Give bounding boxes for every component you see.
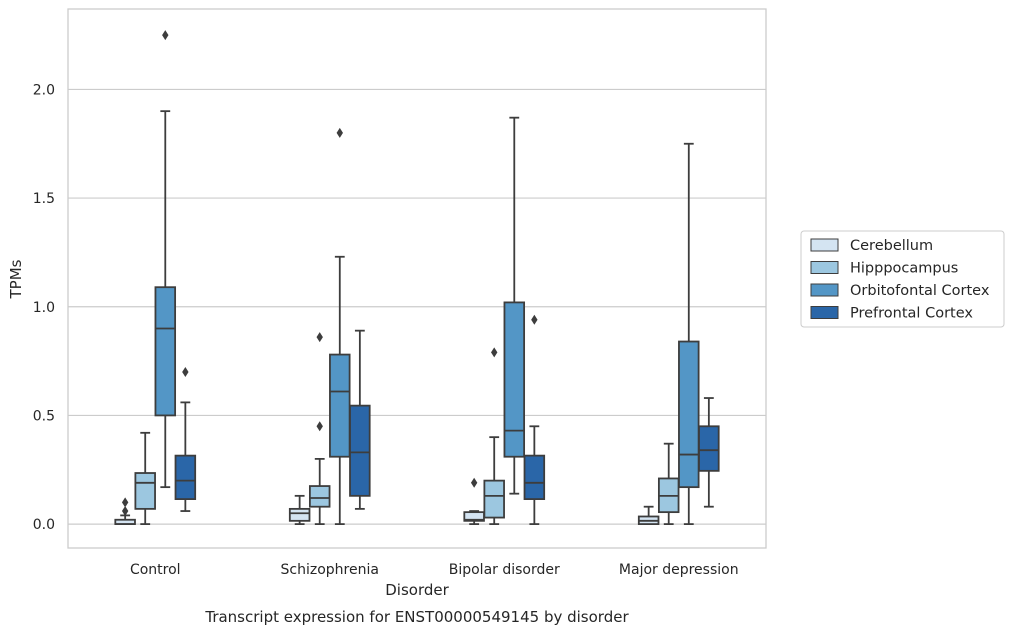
outlier-point (316, 421, 323, 432)
box-orbitofontal-cortex (678, 142, 700, 525)
box-prefrontal-cortex (698, 397, 720, 508)
box-iqr (483, 479, 505, 519)
x-tick-label: Control (130, 562, 181, 578)
legend-frame (800, 230, 1005, 328)
outlier-point (121, 506, 129, 517)
outlier-point (121, 497, 129, 508)
box-iqr (329, 353, 351, 458)
legend-swatch (810, 306, 839, 319)
x-axis-title: Disorder (385, 581, 449, 599)
y-tick-label: 1.0 (33, 300, 55, 316)
x-tick-label: Schizophrenia (281, 562, 379, 578)
box-iqr (174, 454, 197, 500)
outlier-point (162, 30, 169, 41)
outlier-point (531, 314, 538, 325)
boxes (114, 30, 720, 525)
outlier-point (491, 347, 498, 358)
x-tick-label: Major depression (619, 562, 739, 578)
y-tick-label: 1.5 (33, 191, 55, 207)
box-iqr (154, 286, 177, 417)
legend-label: Orbitofontal Cortex (850, 283, 990, 299)
legend-swatch (810, 261, 839, 274)
box-hipppocampus (657, 442, 680, 525)
box-iqr (523, 454, 546, 500)
y-tick-label: 2.0 (33, 82, 55, 98)
y-tick-labels: 0.0 0.5 1.0 1.5 2.0 (33, 82, 55, 533)
legend-label: Cerebellum (850, 238, 933, 254)
x-tick-labels: Control Schizophrenia Bipolar disorder Majo… (130, 562, 739, 578)
legend-label: Hipppocampus (850, 261, 958, 277)
box-cerebellum (288, 494, 311, 525)
box-iqr (698, 425, 720, 472)
box-hipppocampus (308, 332, 331, 525)
box-iqr (678, 340, 700, 489)
box-prefrontal-cortex (349, 329, 371, 510)
legend: Cerebellum Hipppocampus Orbitofontal Corte… (800, 230, 1005, 328)
box-prefrontal-cortex (174, 366, 197, 512)
legend-swatch (810, 238, 839, 252)
box-iqr (288, 507, 311, 522)
x-tick-label: Bipolar disorder (449, 562, 560, 578)
outlier-point (336, 127, 343, 138)
box-cerebellum (637, 505, 660, 525)
box-hipppocampus (483, 347, 505, 525)
box-orbitofontal-cortex (154, 30, 177, 489)
box-iqr (134, 472, 156, 510)
box-hipppocampus (134, 431, 156, 525)
plot-frame (67, 8, 767, 549)
outlier-point (470, 477, 478, 488)
gridlines (68, 88, 766, 525)
outlier-point (316, 332, 323, 343)
box-orbitofontal-cortex (503, 116, 526, 495)
box-prefrontal-cortex (523, 314, 546, 525)
box-iqr (349, 404, 371, 497)
y-axis-title: TPMs (7, 259, 25, 299)
legend-swatch (810, 283, 839, 297)
y-tick-label: 0.0 (33, 517, 55, 533)
outlier-point (182, 366, 189, 377)
chart-caption: Transcript expression for ENST0000054914… (204, 608, 629, 626)
box-iqr (308, 485, 331, 508)
box-cerebellum (114, 497, 136, 525)
box-iqr (503, 301, 526, 458)
legend-label: Prefrontal Cortex (850, 306, 973, 322)
y-tick-label: 0.5 (33, 408, 55, 424)
